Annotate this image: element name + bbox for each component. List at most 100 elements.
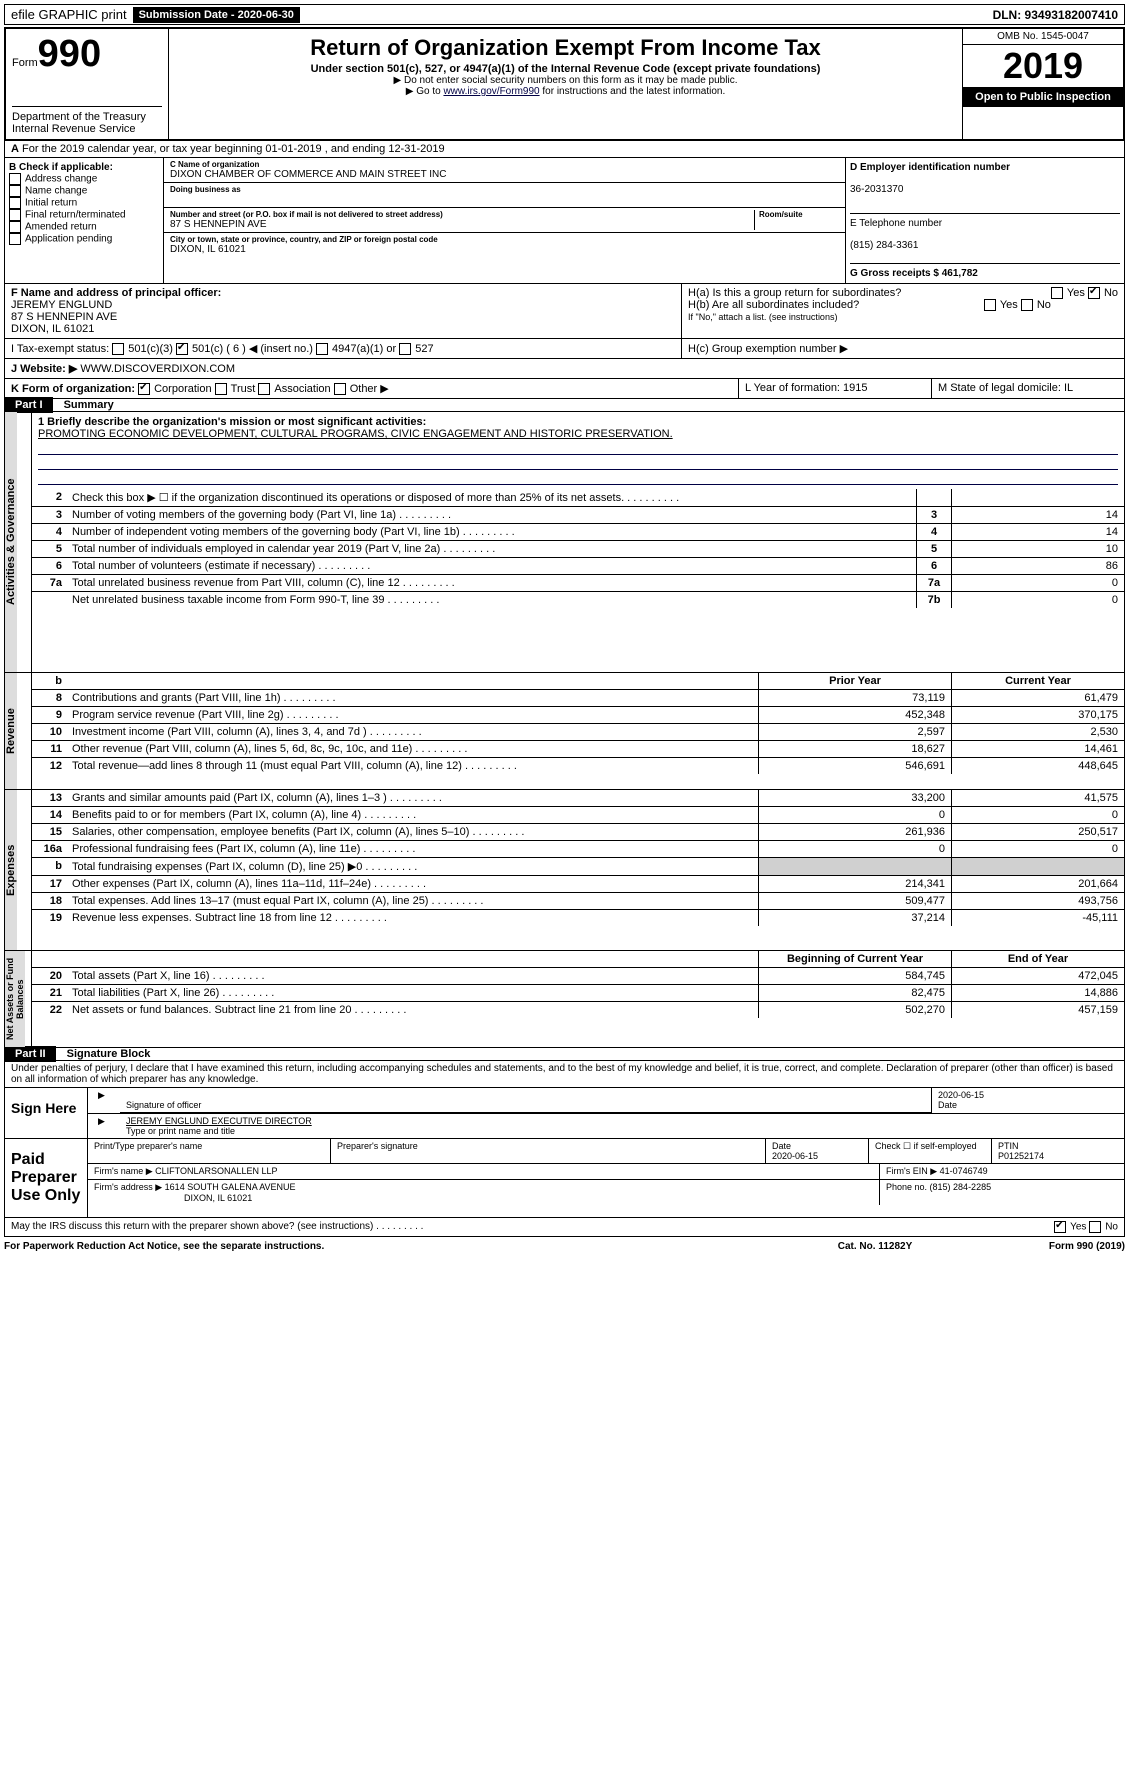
firm-name: CLIFTONLARSONALLEN LLP [155,1166,277,1176]
cb-501c3[interactable] [112,343,124,355]
revenue-block: Revenue b Prior Year Current Year 8Contr… [4,673,1125,790]
year-cell: OMB No. 1545-0047 2019 Open to Public In… [963,29,1123,139]
net-lines-20: 20Total assets (Part X, line 16)584,7454… [32,967,1124,984]
exp-lines-13: 13Grants and similar amounts paid (Part … [32,790,1124,806]
form-990: 990 [38,33,101,75]
vlabel-governance: Activities & Governance [5,412,17,672]
ha-yes[interactable] [1051,287,1063,299]
org-city: DIXON, IL 61021 [170,244,839,255]
checkbox-amended[interactable] [9,221,21,233]
cb-527[interactable] [399,343,411,355]
website-row: J Website: ▶ WWW.DISCOVERDIXON.COM [4,359,1125,379]
begin-year-header: Beginning of Current Year [758,951,951,967]
section-b: B Check if applicable: Address change Na… [5,158,164,283]
exp-lines-18: 18Total expenses. Add lines 13–17 (must … [32,892,1124,909]
ha-no[interactable] [1088,287,1100,299]
cb-corp[interactable] [138,383,150,395]
efile-label[interactable]: efile GRAPHIC print [5,5,133,24]
hc-label: H(c) Group exemption number ▶ [682,339,1124,358]
line-b-marker: b [32,673,66,689]
checkbox-pending[interactable] [9,233,21,245]
cb-4947[interactable] [316,343,328,355]
netassets-block: Net Assets or Fund Balances Beginning of… [4,951,1125,1048]
firm-ein: Firm's EIN ▶ 41-0746749 [880,1164,1124,1179]
gross-receipts: G Gross receipts $ 461,782 [850,268,978,279]
part2-bar: Part II Signature Block [4,1048,1125,1061]
prior-year-header: Prior Year [758,673,951,689]
submission-date-button[interactable]: Submission Date - 2020-06-30 [133,7,300,23]
rev-lines-10: 10Investment income (Part VIII, column (… [32,723,1124,740]
arrow-icon [88,1088,120,1113]
gov-line-: Net unrelated business taxable income fr… [32,591,1124,608]
entity-block: B Check if applicable: Address change Na… [4,158,1125,284]
paid-preparer-block: Paid Preparer Use Only Print/Type prepar… [4,1139,1125,1218]
gov-line-2: 2Check this box ▶ ☐ if the organization … [32,489,1124,506]
perjury-text: Under penalties of perjury, I declare th… [4,1061,1125,1088]
org-name: DIXON CHAMBER OF COMMERCE AND MAIN STREE… [170,169,839,180]
checkbox-address-change[interactable] [9,173,21,185]
top-bar: efile GRAPHIC print Submission Date - 20… [4,4,1125,25]
section-d: D Employer identification number 36-2031… [845,158,1124,283]
telephone: (815) 284-3361 [850,240,918,251]
sign-here-block: Sign Here Signature of officer 2020-06-1… [4,1088,1125,1139]
form-number-cell: Form990 Department of the Treasury Inter… [6,29,169,139]
tax-status-row: I Tax-exempt status: 501(c)(3) 501(c) ( … [4,339,1125,359]
rev-lines-8: 8Contributions and grants (Part VIII, li… [32,689,1124,706]
gov-line-7a: 7aTotal unrelated business revenue from … [32,574,1124,591]
hb-yes[interactable] [984,299,996,311]
hb-no[interactable] [1021,299,1033,311]
website: WWW.DISCOVERDIXON.COM [80,363,235,375]
state-domicile: M State of legal domicile: IL [932,379,1124,398]
form990-link[interactable]: www.irs.gov/Form990 [443,86,539,97]
cb-trust[interactable] [215,383,227,395]
k-row: K Form of organization: Corporation Trus… [4,379,1125,399]
rev-lines-11: 11Other revenue (Part VIII, column (A), … [32,740,1124,757]
officer-name: JEREMY ENGLUND [11,299,112,311]
cb-assoc[interactable] [258,383,270,395]
cb-501c[interactable] [176,343,188,355]
net-lines-22: 22Net assets or fund balances. Subtract … [32,1001,1124,1018]
end-year-header: End of Year [951,951,1124,967]
checkbox-name-change[interactable] [9,185,21,197]
rev-lines-12: 12Total revenue—add lines 8 through 11 (… [32,757,1124,774]
mission-text: PROMOTING ECONOMIC DEVELOPMENT, CULTURAL… [38,428,673,440]
cb-other[interactable] [334,383,346,395]
exp-lines-b: bTotal fundraising expenses (Part IX, co… [32,857,1124,875]
officer-row: F Name and address of principal officer:… [4,284,1125,339]
footer: For Paperwork Reduction Act Notice, see … [4,1237,1125,1252]
discuss-row: May the IRS discuss this return with the… [4,1218,1125,1237]
vlabel-expenses: Expenses [5,790,17,950]
ein: 36-2031370 [850,184,903,195]
line-a: A For the 2019 calendar year, or tax yea… [4,141,1125,158]
gov-line-5: 5Total number of individuals employed in… [32,540,1124,557]
form-title: Return of Organization Exempt From Incom… [175,35,956,61]
gov-line-3: 3Number of voting members of the governi… [32,506,1124,523]
note1: ▶ Do not enter social security numbers o… [175,75,956,86]
part1-bar: Part I Summary [4,399,1125,412]
vlabel-revenue: Revenue [5,673,17,789]
current-year-header: Current Year [951,673,1124,689]
exp-lines-14: 14Benefits paid to or for members (Part … [32,806,1124,823]
title-cell: Return of Organization Exempt From Incom… [169,29,963,139]
gov-line-4: 4Number of independent voting members of… [32,523,1124,540]
exp-lines-16a: 16aProfessional fundraising fees (Part I… [32,840,1124,857]
section-c: C Name of organization DIXON CHAMBER OF … [164,158,845,283]
exp-lines-17: 17Other expenses (Part IX, column (A), l… [32,875,1124,892]
dln-label: DLN: 93493182007410 [987,6,1124,24]
discuss-no[interactable] [1089,1221,1101,1233]
note2: ▶ Go to www.irs.gov/Form990 for instruct… [175,86,956,97]
checkbox-final-return[interactable] [9,209,21,221]
tax-year: 2019 [963,45,1123,87]
form-header: Form990 Department of the Treasury Inter… [4,27,1125,141]
dept-label: Department of the Treasury Internal Reve… [12,106,162,135]
gov-line-6: 6Total number of volunteers (estimate if… [32,557,1124,574]
net-lines-21: 21Total liabilities (Part X, line 26)82,… [32,984,1124,1001]
org-address: 87 S HENNEPIN AVE [170,219,754,230]
expenses-block: Expenses 13Grants and similar amounts pa… [4,790,1125,951]
arrow-icon [88,1114,120,1138]
checkbox-initial-return[interactable] [9,197,21,209]
omb-label: OMB No. 1545-0047 [963,29,1123,45]
discuss-yes[interactable] [1054,1221,1066,1233]
ptin: P01252174 [998,1151,1044,1161]
exp-lines-19: 19Revenue less expenses. Subtract line 1… [32,909,1124,926]
